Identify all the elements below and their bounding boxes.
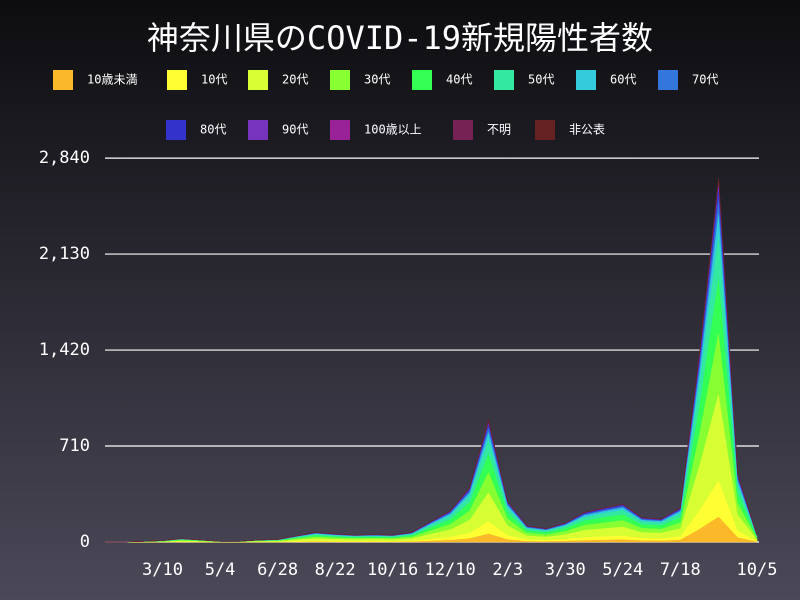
- y-tick-label: 2,130: [39, 244, 90, 264]
- legend-label: 30代: [364, 73, 390, 87]
- y-tick-label: 710: [59, 436, 90, 456]
- x-tick-label: 3/10: [142, 560, 183, 580]
- x-tick-label: 8/22: [315, 560, 356, 580]
- legend-swatch: [330, 120, 350, 140]
- legend-label: 60代: [610, 73, 636, 87]
- x-tick-label: 5/4: [205, 560, 236, 580]
- legend-swatch: [576, 70, 596, 90]
- legend-label: 10歳未満: [87, 73, 137, 87]
- x-tick-label: 10/16: [367, 560, 418, 580]
- legend-swatch: [535, 120, 555, 140]
- y-tick-label: 0: [80, 532, 90, 552]
- area: [104, 177, 758, 543]
- legend-swatch: [248, 70, 268, 90]
- legend-label: 40代: [446, 73, 472, 87]
- legend-label: 非公表: [569, 123, 605, 137]
- legend-swatch: [248, 120, 268, 140]
- legend-swatch: [658, 70, 678, 90]
- legend-swatch: [53, 70, 73, 90]
- legend-label: 不明: [487, 123, 511, 137]
- x-tick-label: 2/3: [492, 560, 523, 580]
- legend-swatch: [330, 70, 350, 90]
- legend-label: 50代: [528, 73, 554, 87]
- legend-label: 90代: [282, 123, 308, 137]
- legend-label: 70代: [692, 73, 718, 87]
- x-tick-label: 5/24: [602, 560, 643, 580]
- legend-swatch: [166, 120, 186, 140]
- legend-swatch: [453, 120, 473, 140]
- y-tick-label: 1,420: [39, 340, 90, 360]
- legend-swatch: [494, 70, 514, 90]
- legend-label: 100歳以上: [364, 123, 422, 137]
- y-tick-label: 2,840: [39, 148, 90, 168]
- x-tick-label: 3/30: [545, 560, 586, 580]
- legend-swatch: [412, 70, 432, 90]
- legend-swatch: [167, 70, 187, 90]
- x-tick-label: 12/10: [425, 560, 476, 580]
- legend-label: 10代: [201, 73, 227, 87]
- x-tick-label: 6/28: [257, 560, 298, 580]
- x-tick-label: 10/5: [737, 560, 778, 580]
- x-tick-label: 7/18: [660, 560, 701, 580]
- legend-label: 20代: [282, 73, 308, 87]
- legend-label: 80代: [200, 123, 226, 137]
- chart-title: 神奈川県のCOVID-19新規陽性者数: [147, 19, 653, 57]
